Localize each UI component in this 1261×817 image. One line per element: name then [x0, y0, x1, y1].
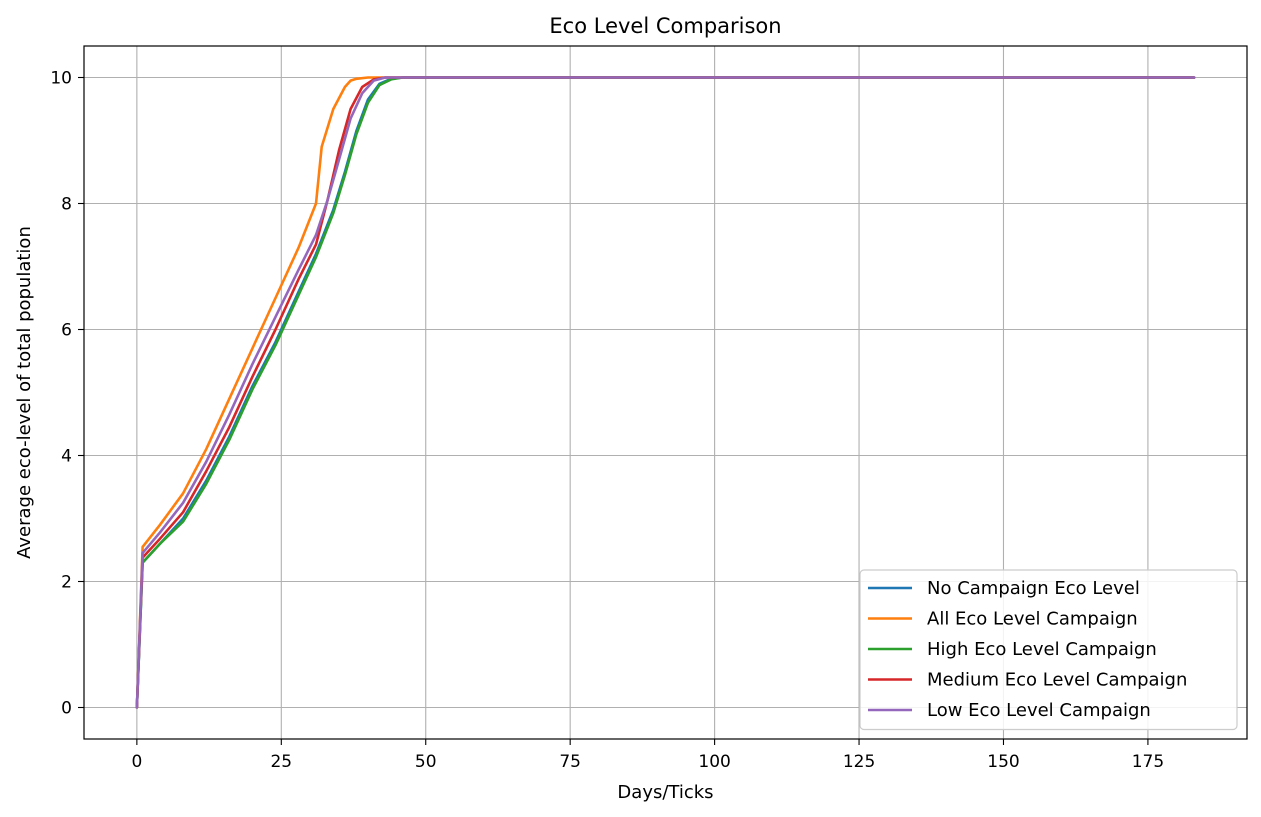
legend: No Campaign Eco Level All Eco Level Campa… — [859, 569, 1238, 731]
axis-ticks: 0 25 50 75 100 125 150 175 0 2 4 6 8 10 — [50, 69, 1164, 773]
x-tick-label: 75 — [559, 752, 581, 772]
y-tick-label: 6 — [61, 321, 72, 341]
y-tick-label: 10 — [50, 69, 72, 89]
y-tick-label: 8 — [61, 195, 72, 215]
x-tick-label: 125 — [843, 752, 875, 772]
y-tick-label: 0 — [61, 699, 72, 719]
x-axis-title: Days/Ticks — [617, 782, 713, 803]
legend-label: High Eco Level Campaign — [927, 639, 1157, 660]
legend-box — [859, 569, 1238, 731]
chart-title: Eco Level Comparison — [549, 14, 781, 38]
series-line-low-eco-level-campaign — [135, 76, 1196, 709]
y-tick-label: 2 — [61, 573, 72, 593]
legend-label: No Campaign Eco Level — [927, 578, 1140, 599]
y-axis-title: Average eco-level of total population — [14, 226, 35, 559]
legend-label: All Eco Level Campaign — [927, 609, 1138, 630]
legend-label: Medium Eco Level Campaign — [927, 670, 1187, 691]
x-tick-label: 50 — [415, 752, 437, 772]
x-tick-label: 25 — [270, 752, 292, 772]
x-tick-label: 0 — [131, 752, 142, 772]
x-tick-label: 100 — [698, 752, 730, 772]
plot-area-frame — [83, 45, 1248, 740]
x-tick-label: 175 — [1132, 752, 1164, 772]
legend-label: Low Eco Level Campaign — [927, 700, 1151, 721]
x-tick-label: 150 — [987, 752, 1019, 772]
y-tick-label: 4 — [61, 447, 72, 467]
series-lines — [135, 76, 1196, 709]
